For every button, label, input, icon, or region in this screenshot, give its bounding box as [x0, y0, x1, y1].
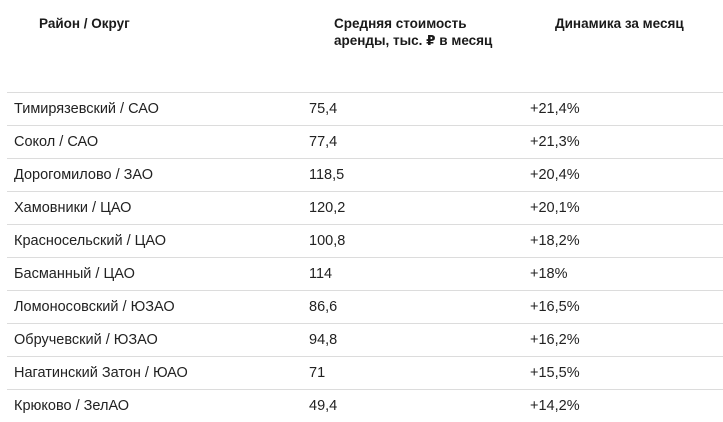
cell-avg-rent: 77,4	[309, 134, 338, 150]
header-avg-rent: Средняя стоимость аренды, тыс. ₽ в месяц	[334, 16, 493, 48]
cell-avg-rent: 71	[309, 365, 326, 381]
rent-table: Район / Округ Средняя стоимость аренды, …	[7, 0, 723, 422]
cell-district: Басманный / ЦАО	[14, 266, 135, 282]
cell-district: Дорогомилово / ЗАО	[14, 167, 154, 183]
cell-avg-rent: 118,5	[309, 167, 345, 183]
cell-avg-rent: 120,2	[309, 200, 346, 216]
cell-change: +20,4%	[530, 167, 580, 183]
cell-change: +21,4%	[530, 101, 580, 117]
table-row: Крюково / ЗелАО 49,4 +14,2%	[7, 390, 723, 422]
table-row: Сокол / САО 77,4 +21,3%	[7, 126, 723, 159]
cell-change: +14,2%	[530, 398, 580, 414]
header-district: Район / Округ	[39, 16, 130, 31]
cell-avg-rent: 114	[309, 266, 333, 282]
table-row: Красносельский / ЦАО 100,8 +18,2%	[7, 225, 723, 258]
cell-avg-rent: 86,6	[309, 299, 338, 315]
cell-district: Хамовники / ЦАО	[14, 200, 132, 216]
cell-change: +16,2%	[530, 332, 580, 348]
table-row: Обручевский / ЮЗАО 94,8 +16,2%	[7, 324, 723, 357]
table-row: Басманный / ЦАО 114 +18%	[7, 258, 723, 291]
cell-avg-rent: 75,4	[309, 101, 338, 117]
cell-avg-rent: 94,8	[309, 332, 338, 348]
cell-district: Тимирязевский / САО	[14, 101, 159, 117]
cell-avg-rent: 49,4	[309, 398, 338, 414]
cell-change: +20,1%	[530, 200, 580, 216]
cell-district: Нагатинский Затон / ЮАО	[14, 365, 188, 381]
table-row: Ломоносовский / ЮЗАО 86,6 +16,5%	[7, 291, 723, 324]
cell-change: +16,5%	[530, 299, 580, 315]
cell-change: +15,5%	[530, 365, 580, 381]
table-row: Хамовники / ЦАО 120,2 +20,1%	[7, 192, 723, 225]
header-monthly-change: Динамика за месяц	[555, 16, 684, 31]
table-row: Тимирязевский / САО 75,4 +21,4%	[7, 93, 723, 126]
table-header: Район / Округ Средняя стоимость аренды, …	[7, 0, 723, 93]
cell-district: Обручевский / ЮЗАО	[14, 332, 158, 348]
cell-avg-rent: 100,8	[309, 233, 346, 249]
cell-change: +18,2%	[530, 233, 580, 249]
cell-change: +18%	[530, 266, 568, 282]
cell-district: Ломоносовский / ЮЗАО	[14, 299, 175, 315]
cell-district: Крюково / ЗелАО	[14, 398, 130, 414]
table-row: Нагатинский Затон / ЮАО 71 +15,5%	[7, 357, 723, 390]
cell-district: Сокол / САО	[14, 134, 99, 150]
cell-change: +21,3%	[530, 134, 580, 150]
cell-district: Красносельский / ЦАО	[14, 233, 166, 249]
table-row: Дорогомилово / ЗАО 118,5 +20,4%	[7, 159, 723, 192]
